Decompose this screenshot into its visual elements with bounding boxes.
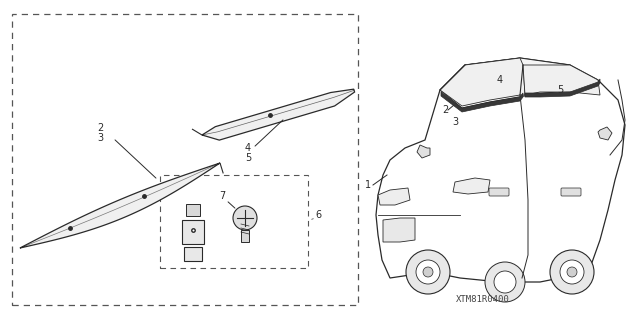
Circle shape xyxy=(550,250,594,294)
FancyBboxPatch shape xyxy=(561,188,581,196)
Polygon shape xyxy=(440,58,525,106)
Circle shape xyxy=(416,260,440,284)
Polygon shape xyxy=(440,58,590,108)
FancyBboxPatch shape xyxy=(182,220,204,244)
Text: 1: 1 xyxy=(365,180,371,190)
Polygon shape xyxy=(598,127,612,140)
Text: 3: 3 xyxy=(452,117,458,127)
Text: 4: 4 xyxy=(245,143,251,153)
FancyBboxPatch shape xyxy=(184,247,202,261)
Circle shape xyxy=(560,260,584,284)
Bar xyxy=(160,175,308,268)
Polygon shape xyxy=(383,218,415,242)
Polygon shape xyxy=(417,145,430,158)
FancyBboxPatch shape xyxy=(489,188,509,196)
Text: 6: 6 xyxy=(315,210,321,220)
Text: 5: 5 xyxy=(557,85,563,95)
Text: 2: 2 xyxy=(442,105,448,115)
Circle shape xyxy=(233,206,257,230)
Circle shape xyxy=(567,267,577,277)
Text: 4: 4 xyxy=(497,75,503,85)
Circle shape xyxy=(485,262,525,302)
Circle shape xyxy=(423,267,433,277)
Polygon shape xyxy=(220,163,223,174)
Polygon shape xyxy=(441,92,523,112)
FancyBboxPatch shape xyxy=(241,230,249,242)
Text: 7: 7 xyxy=(219,191,225,201)
Circle shape xyxy=(494,271,516,293)
Polygon shape xyxy=(523,65,600,95)
Polygon shape xyxy=(525,79,600,97)
Bar xyxy=(12,14,358,305)
Polygon shape xyxy=(453,178,490,194)
Polygon shape xyxy=(202,89,355,140)
Text: 5: 5 xyxy=(245,153,251,163)
Text: XTM81R0400: XTM81R0400 xyxy=(456,295,510,304)
Polygon shape xyxy=(378,188,410,205)
Text: 3: 3 xyxy=(97,133,103,143)
Polygon shape xyxy=(20,163,220,248)
Polygon shape xyxy=(376,58,625,282)
Polygon shape xyxy=(192,129,202,135)
Circle shape xyxy=(406,250,450,294)
Text: 2: 2 xyxy=(97,123,103,133)
FancyBboxPatch shape xyxy=(186,204,200,216)
